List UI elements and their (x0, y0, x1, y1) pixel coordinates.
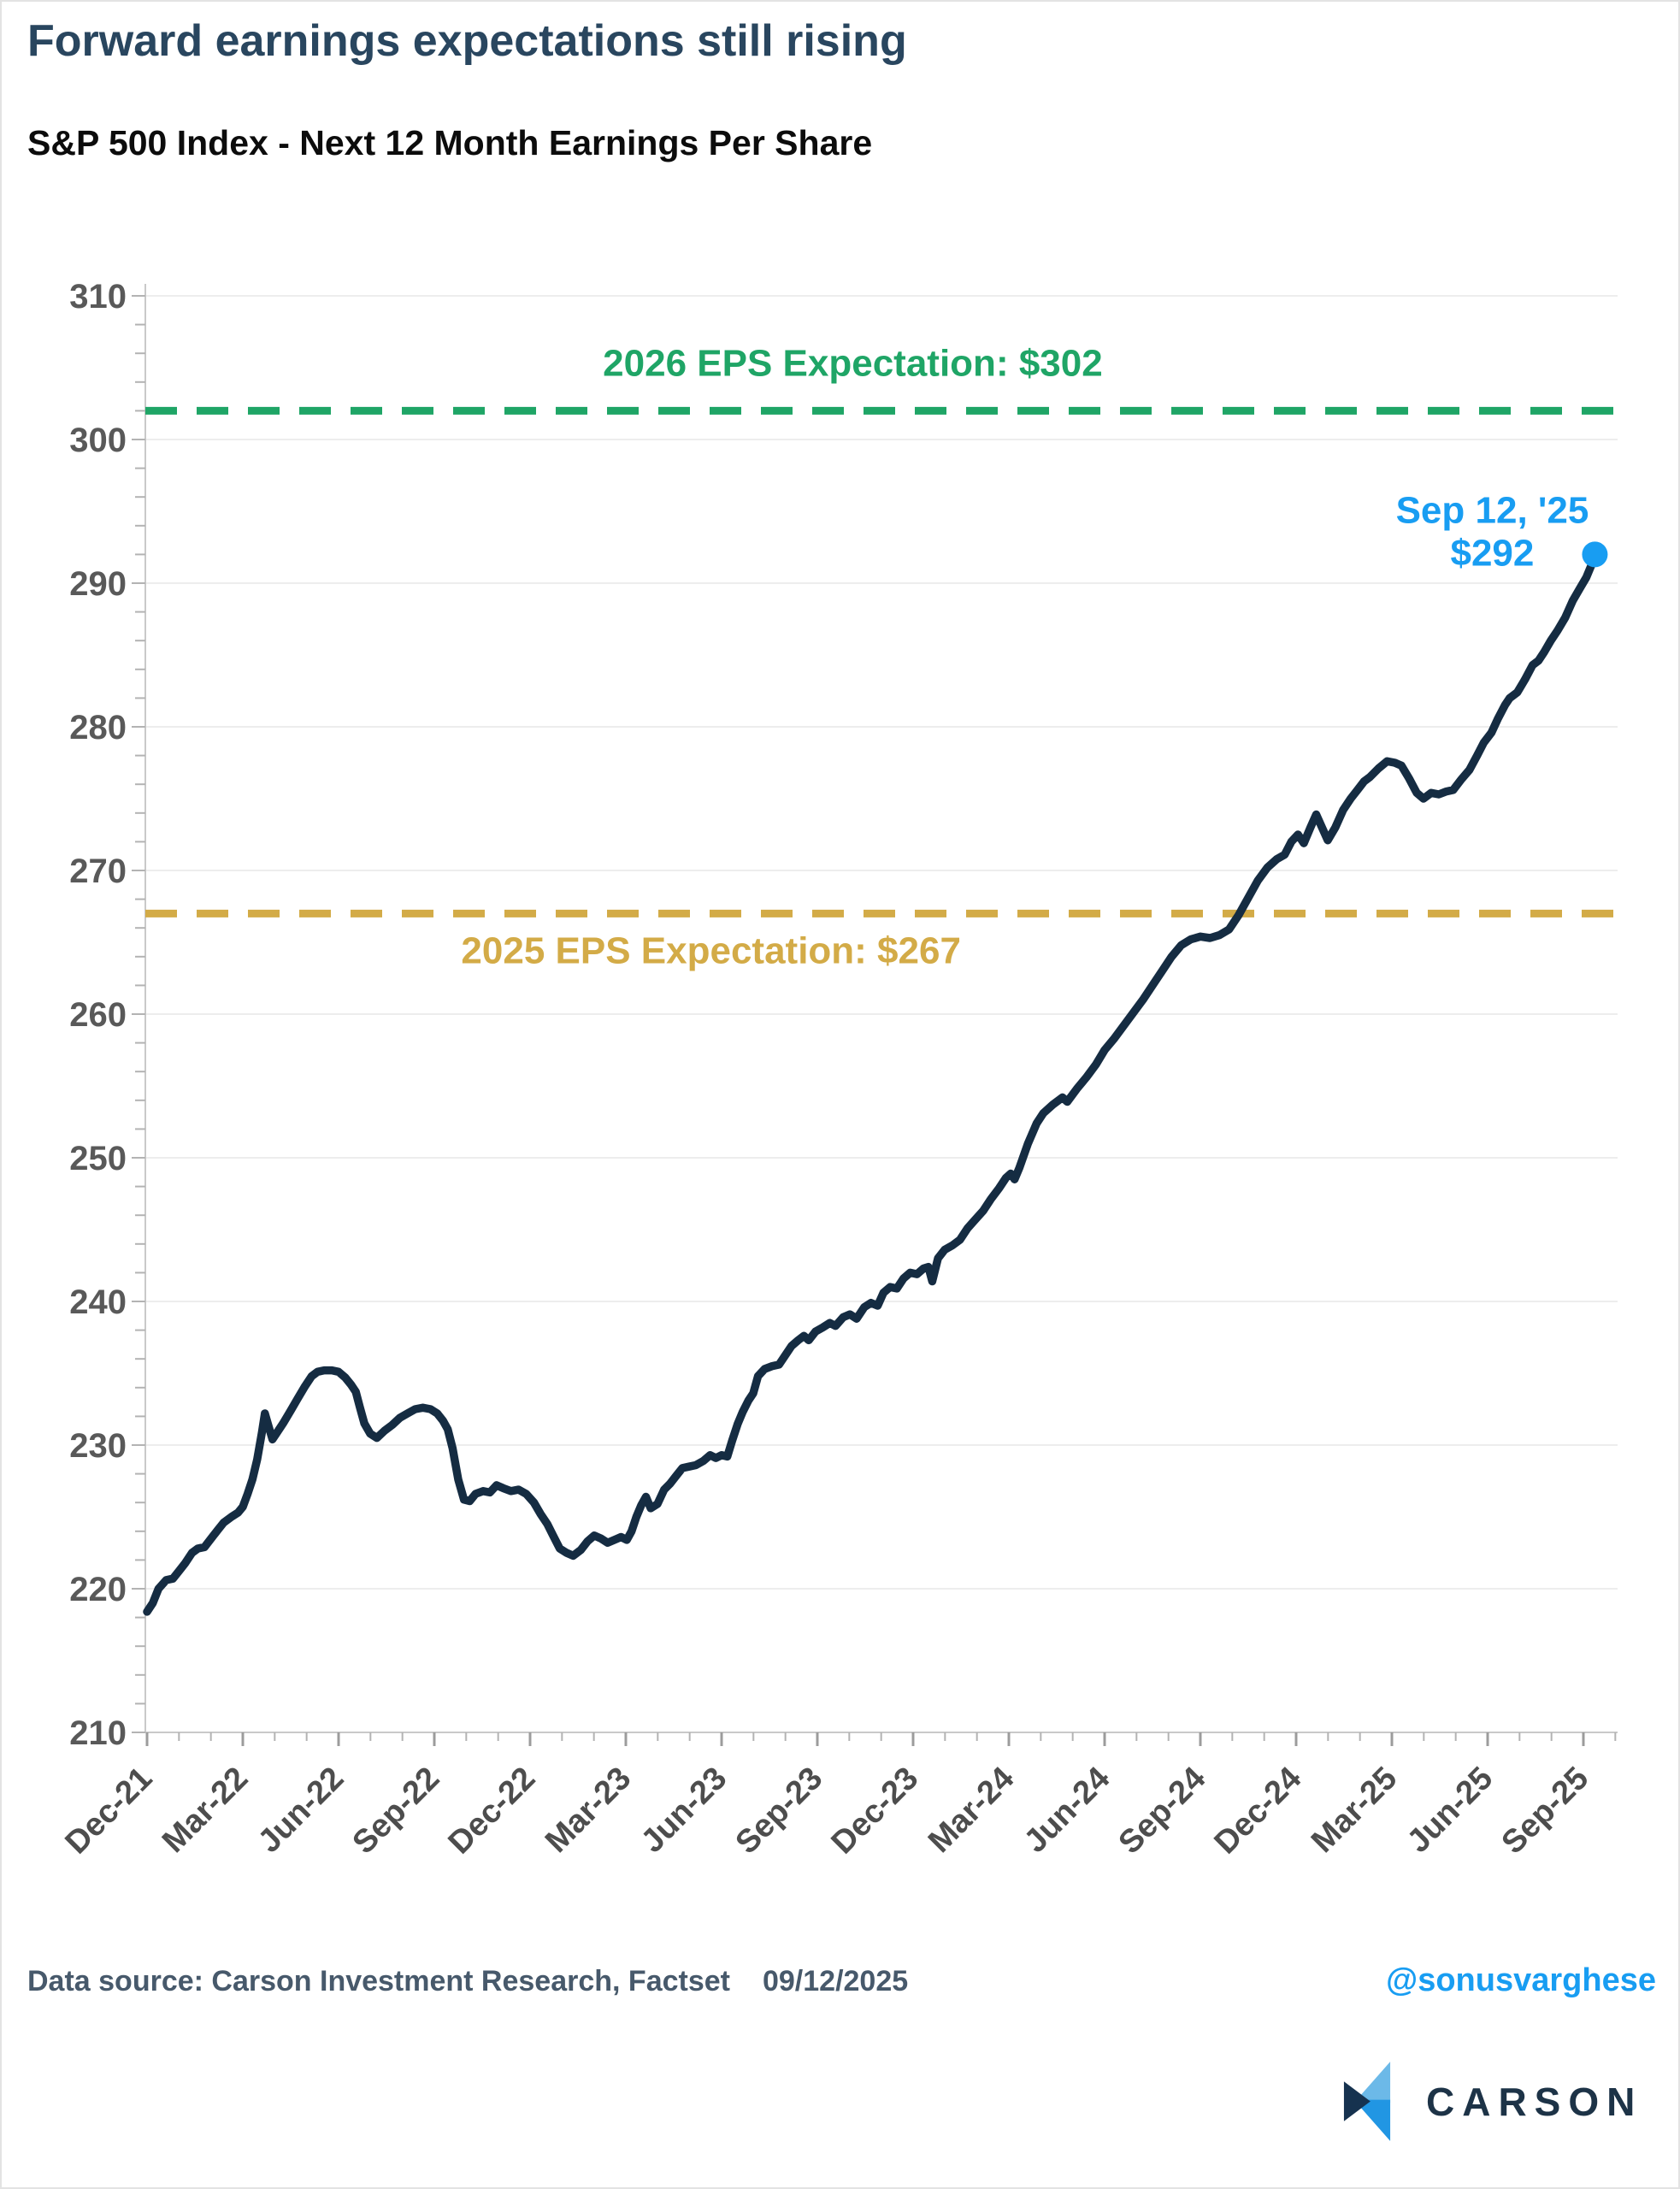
footer-date: 09/12/2025 (762, 1965, 909, 1997)
x-axis-label: Mar-25 (1305, 1761, 1404, 1860)
x-axis-label: Mar-24 (922, 1761, 1021, 1860)
expectation-label: 2026 EPS Expectation: $302 (603, 342, 1103, 384)
y-axis-label: 270 (69, 853, 127, 890)
x-axis-label: Jun-23 (634, 1761, 734, 1860)
latest-point-value-label: $292 (1450, 532, 1534, 574)
footer: Data source: Carson Investment Research,… (27, 1962, 1656, 1999)
y-axis-label: 230 (69, 1427, 127, 1465)
carson-logo-icon (1343, 2062, 1391, 2141)
x-axis-label: Mar-22 (156, 1761, 255, 1860)
latest-point-marker (1582, 541, 1608, 568)
data-source: Data source: Carson Investment Research,… (27, 1965, 908, 1998)
eps-line (143, 550, 1600, 1616)
x-axis-label: Jun-25 (1400, 1761, 1500, 1860)
page-title: Forward earnings expectations still risi… (27, 16, 907, 66)
y-axis-label: 220 (69, 1571, 127, 1608)
x-axis-label: Jun-24 (1017, 1761, 1117, 1860)
y-axis-label: 260 (69, 996, 127, 1034)
x-axis-label: Jun-22 (251, 1761, 351, 1860)
expectation-label: 2025 EPS Expectation: $267 (461, 929, 961, 971)
y-axis-label: 280 (69, 709, 127, 746)
x-axis-label: Sep-25 (1495, 1761, 1596, 1862)
twitter-handle: @sonusvarghese (1386, 1962, 1656, 1998)
y-axis-label: 300 (69, 422, 127, 459)
x-axis-label: Sep-23 (729, 1761, 830, 1862)
y-axis-label: 210 (69, 1714, 127, 1752)
y-axis-label: 250 (69, 1140, 127, 1177)
data-source-text: Data source: Carson Investment Research,… (27, 1965, 730, 1997)
chart-subtitle: S&P 500 Index - Next 12 Month Earnings P… (27, 123, 873, 162)
y-axis-label: 310 (69, 278, 127, 316)
x-axis-label: Dec-22 (442, 1761, 543, 1862)
x-axis-label: Dec-24 (1208, 1761, 1309, 1862)
carson-logo: CARSON (1342, 2059, 1642, 2144)
x-axis-label: Dec-21 (59, 1761, 160, 1862)
y-axis-label: 290 (69, 565, 127, 603)
carson-logo-text: CARSON (1426, 2079, 1643, 2124)
x-axis-label: Mar-23 (539, 1761, 638, 1860)
x-axis-label: Dec-23 (825, 1761, 926, 1862)
y-axis-label: 240 (69, 1283, 127, 1321)
logo-triangle-navy (1343, 2081, 1371, 2121)
x-axis-label: Sep-22 (346, 1761, 447, 1862)
x-axis-label: Sep-24 (1112, 1761, 1213, 1862)
latest-point-date-label: Sep 12, '25 (1396, 489, 1589, 531)
